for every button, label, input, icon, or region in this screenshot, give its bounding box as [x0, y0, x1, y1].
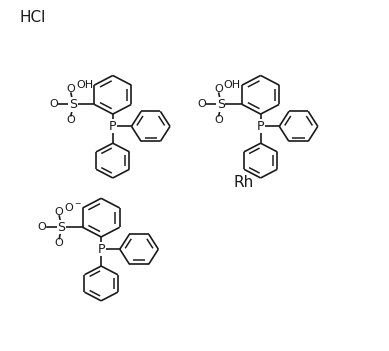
Text: HCl: HCl: [19, 10, 46, 25]
Text: P: P: [109, 120, 117, 133]
Text: O$^-$: O$^-$: [64, 201, 82, 213]
Text: O: O: [54, 207, 63, 217]
Text: O: O: [37, 222, 46, 232]
Text: O: O: [214, 84, 223, 94]
Text: Rh: Rh: [233, 175, 254, 190]
Text: OH: OH: [76, 80, 93, 90]
Text: OH: OH: [224, 80, 241, 90]
Text: O: O: [54, 238, 63, 248]
Text: P: P: [97, 243, 105, 256]
Text: P: P: [257, 120, 265, 133]
Text: O: O: [49, 99, 58, 110]
Text: O: O: [66, 84, 75, 94]
Text: S: S: [57, 221, 65, 234]
Text: O: O: [66, 115, 75, 125]
Text: S: S: [69, 98, 77, 111]
Text: O: O: [214, 115, 223, 125]
Text: O: O: [197, 99, 206, 110]
Text: S: S: [217, 98, 225, 111]
